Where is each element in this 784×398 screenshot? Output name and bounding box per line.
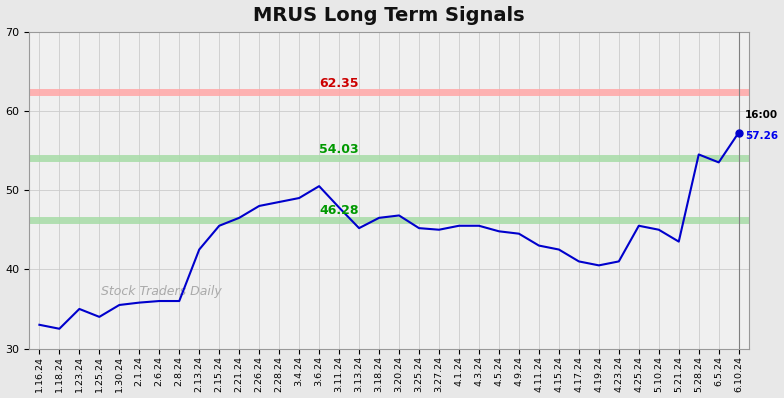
- Text: Stock Traders Daily: Stock Traders Daily: [101, 285, 222, 298]
- Text: 16:00: 16:00: [745, 110, 778, 120]
- Text: 57.26: 57.26: [745, 131, 778, 141]
- Title: MRUS Long Term Signals: MRUS Long Term Signals: [253, 6, 524, 25]
- Text: 62.35: 62.35: [319, 77, 359, 90]
- Text: 46.28: 46.28: [319, 204, 359, 217]
- Text: 54.03: 54.03: [319, 142, 359, 156]
